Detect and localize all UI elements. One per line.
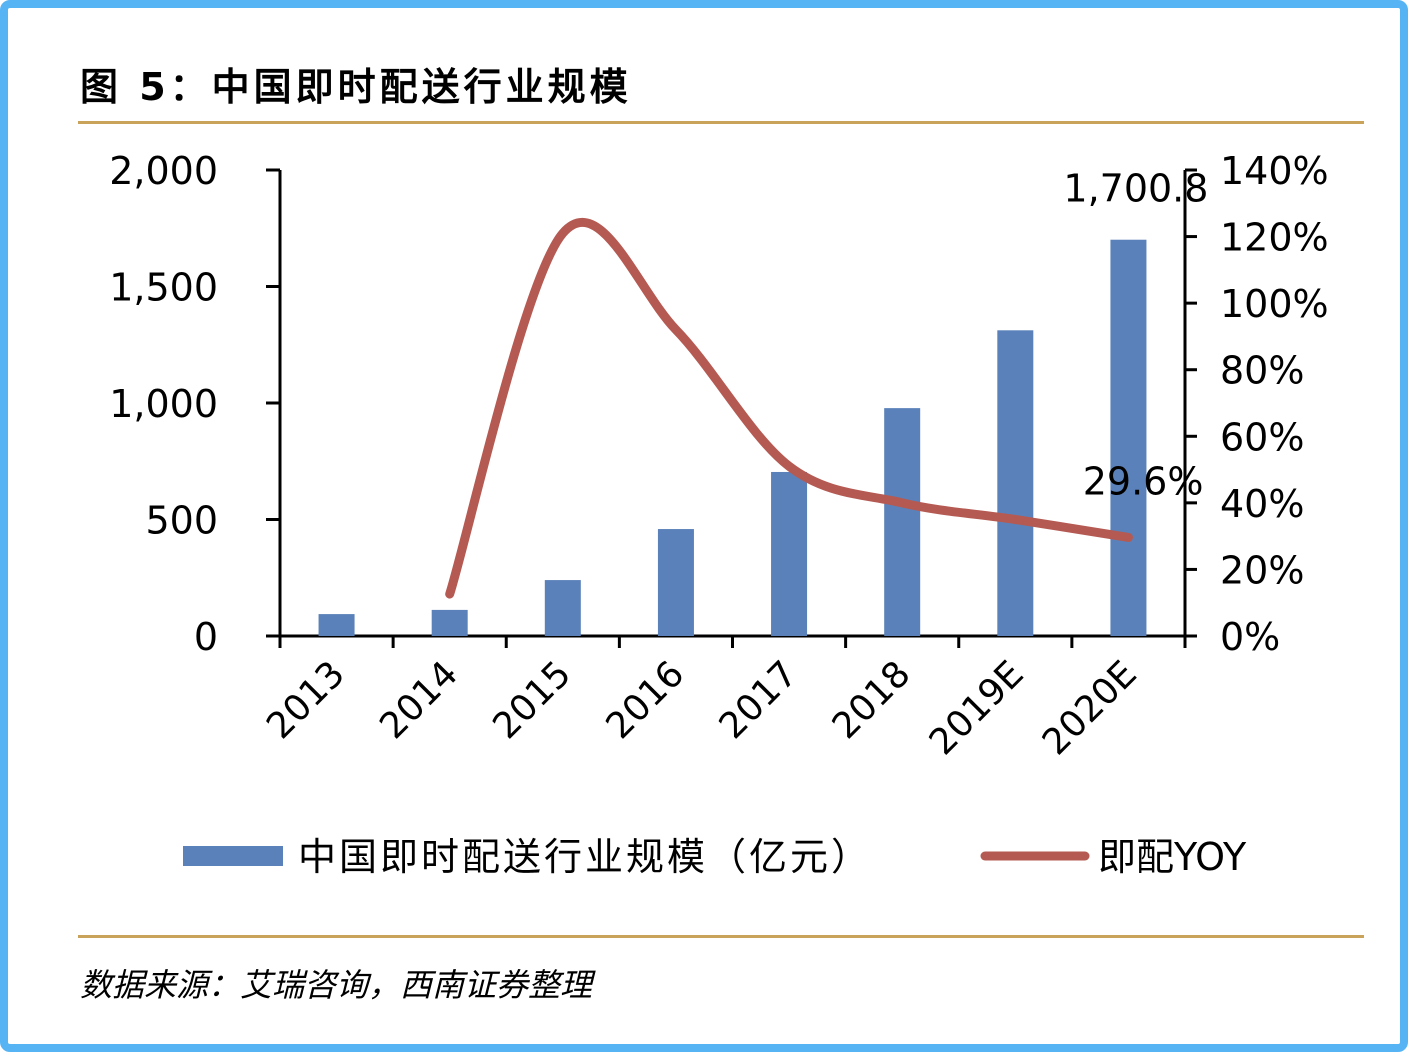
right-tick-label: 60% (1220, 415, 1304, 459)
right-tick-label: 40% (1220, 482, 1304, 526)
bar (771, 471, 808, 636)
bar-data-label: 1,700.8 (1063, 167, 1208, 211)
top-divider (78, 121, 1364, 124)
bar (1110, 239, 1147, 636)
left-tick-label: 2,000 (109, 149, 218, 193)
right-tick-label: 0% (1220, 615, 1280, 659)
bar (544, 580, 581, 636)
left-tick-label: 1,500 (109, 266, 218, 310)
source-note: 数据来源：艾瑞咨询，西南证券整理 (80, 966, 593, 1004)
x-tick-label: 2015 (485, 653, 579, 747)
legend-bar-label: 中国即时配送行业规模（亿元） (298, 835, 872, 879)
x-tick-label: 2018 (825, 653, 919, 747)
x-tick-label: 2014 (372, 653, 466, 747)
bottom-divider (78, 935, 1364, 938)
yoy-line (445, 218, 1133, 599)
right-tick-label: 120% (1220, 216, 1329, 260)
line-data-label: 29.6% (1083, 459, 1204, 503)
x-tick-label: 2013 (259, 653, 353, 747)
x-tick-label: 2017 (712, 653, 806, 747)
left-tick-label: 0 (194, 615, 218, 659)
x-tick-label: 2019E (922, 653, 1032, 763)
bar (318, 614, 355, 636)
bar (884, 408, 921, 636)
right-tick-label: 100% (1220, 282, 1329, 326)
left-tick-label: 1,000 (109, 382, 218, 426)
figure-title: 图 5：中国即时配送行业规模 (80, 65, 632, 109)
left-tick-label: 500 (145, 499, 218, 543)
right-tick-label: 20% (1220, 548, 1304, 592)
bar (997, 330, 1034, 636)
legend-bar-swatch (183, 846, 283, 866)
legend-line-label: 即配YOY (1098, 835, 1247, 879)
right-tick-label: 140% (1220, 149, 1329, 193)
bar (657, 529, 694, 636)
bar (431, 609, 468, 636)
x-tick-label: 2020E (1035, 653, 1145, 763)
x-tick-label: 2016 (599, 653, 693, 747)
right-tick-label: 80% (1220, 349, 1304, 393)
